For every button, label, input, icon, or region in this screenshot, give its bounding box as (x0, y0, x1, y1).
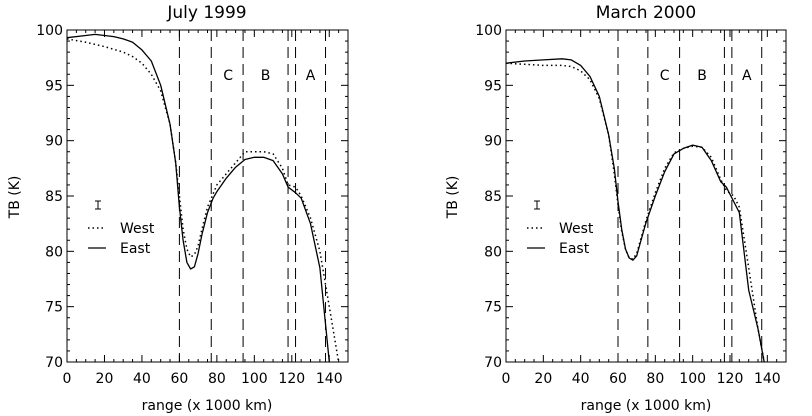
chart-title: March 2000 (596, 3, 697, 23)
x-tick-label: 0 (63, 371, 72, 387)
x-tick-label: 120 (278, 371, 305, 387)
series-line-east (67, 33, 330, 362)
x-tick-label: 80 (646, 371, 664, 387)
series-line-west (67, 38, 340, 362)
region-label: B (261, 68, 271, 84)
x-tick-label: 80 (208, 371, 226, 387)
y-tick-label: 90 (45, 134, 63, 150)
y-tick-label: 75 (45, 300, 63, 316)
legend-label: West (559, 221, 594, 237)
x-tick-label: 20 (96, 371, 114, 387)
y-tick-label: 75 (484, 300, 502, 316)
x-tick-label: 0 (502, 371, 511, 387)
x-tick-label: 100 (241, 371, 268, 387)
y-tick-label: 90 (484, 134, 502, 150)
x-tick-label: 120 (717, 371, 744, 387)
x-tick-label: 60 (609, 371, 627, 387)
y-tick-label: 100 (36, 23, 63, 39)
y-axis-label: TB (K) (445, 176, 461, 220)
region-label: C (223, 68, 233, 84)
y-tick-label: 100 (475, 23, 502, 39)
y-tick-label: 95 (484, 78, 502, 94)
y-tick-label: 70 (484, 355, 502, 371)
x-tick-label: 40 (572, 371, 590, 387)
y-tick-label: 70 (45, 355, 63, 371)
series-line-east (506, 58, 765, 362)
y-tick-label: 85 (484, 189, 502, 205)
chart-title: July 1999 (166, 3, 246, 23)
region-label: B (697, 68, 707, 84)
chart-panel-march-2000: March 2000 range (x 1000 km) TB (K) 0 20 4… (445, 3, 787, 414)
region-label: C (660, 68, 670, 84)
legend-label: East (559, 241, 590, 257)
x-axis-label: range (x 1000 km) (581, 398, 712, 414)
legend-label: East (120, 241, 151, 257)
region-label: A (742, 68, 752, 84)
y-tick-label: 80 (484, 244, 502, 260)
x-tick-label: 60 (170, 371, 188, 387)
y-tick-label: 80 (45, 244, 63, 260)
chart-panel-july-1999: July 1999 range (x 1000 km) TB (K) 0 20 40… (7, 3, 349, 414)
x-axis-label: range (x 1000 km) (142, 398, 273, 414)
series-line-west (506, 62, 765, 362)
y-tick-label: 95 (45, 78, 63, 94)
x-tick-label: 100 (679, 371, 706, 387)
x-tick-label: 140 (316, 371, 343, 387)
y-tick-label: 85 (45, 189, 63, 205)
x-tick-label: 20 (534, 371, 552, 387)
legend-label: West (120, 221, 155, 237)
y-axis-label: TB (K) (7, 176, 23, 220)
x-tick-label: 40 (133, 371, 151, 387)
region-label: A (306, 68, 316, 84)
x-tick-label: 140 (754, 371, 781, 387)
